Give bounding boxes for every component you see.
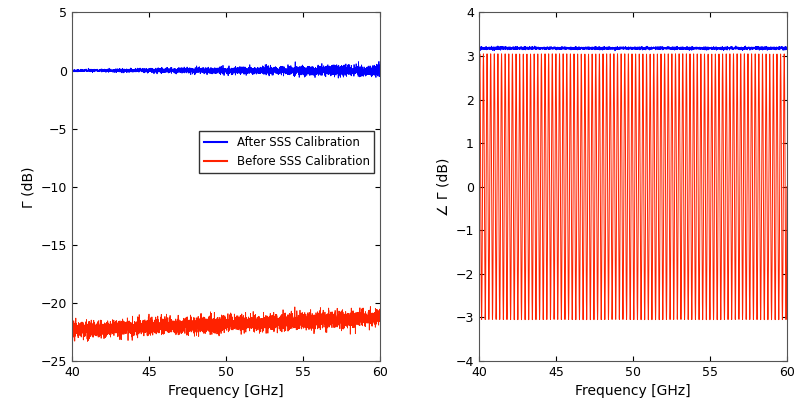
- Before SSS Calibration: [128, 323, 138, 328]
- Before SSS Calibration: [222, 320, 232, 325]
- Before SSS Calibration: [365, 304, 375, 309]
- Y-axis label: Γ (dB): Γ (dB): [22, 166, 35, 208]
- After SSS Calibration: [277, 69, 286, 74]
- After SSS Calibration: [111, 68, 120, 73]
- Before SSS Calibration: [111, 328, 120, 333]
- Y-axis label: ∠ Γ (dB): ∠ Γ (dB): [435, 158, 450, 216]
- After SSS Calibration: [222, 69, 232, 74]
- After SSS Calibration: [198, 67, 208, 72]
- After SSS Calibration: [67, 68, 77, 73]
- Line: After SSS Calibration: After SSS Calibration: [72, 61, 380, 78]
- Before SSS Calibration: [83, 339, 92, 344]
- Before SSS Calibration: [67, 327, 77, 332]
- Legend: After SSS Calibration, Before SSS Calibration: After SSS Calibration, Before SSS Calibr…: [199, 131, 374, 173]
- X-axis label: Frequency [GHz]: Frequency [GHz]: [574, 384, 690, 398]
- Before SSS Calibration: [198, 324, 208, 329]
- Before SSS Calibration: [202, 322, 212, 327]
- Before SSS Calibration: [277, 330, 286, 334]
- After SSS Calibration: [375, 71, 385, 76]
- Line: Before SSS Calibration: Before SSS Calibration: [72, 307, 380, 341]
- X-axis label: Frequency [GHz]: Frequency [GHz]: [168, 384, 284, 398]
- Before SSS Calibration: [375, 317, 385, 322]
- After SSS Calibration: [374, 59, 383, 64]
- After SSS Calibration: [201, 66, 211, 71]
- After SSS Calibration: [333, 76, 342, 81]
- After SSS Calibration: [128, 69, 138, 74]
